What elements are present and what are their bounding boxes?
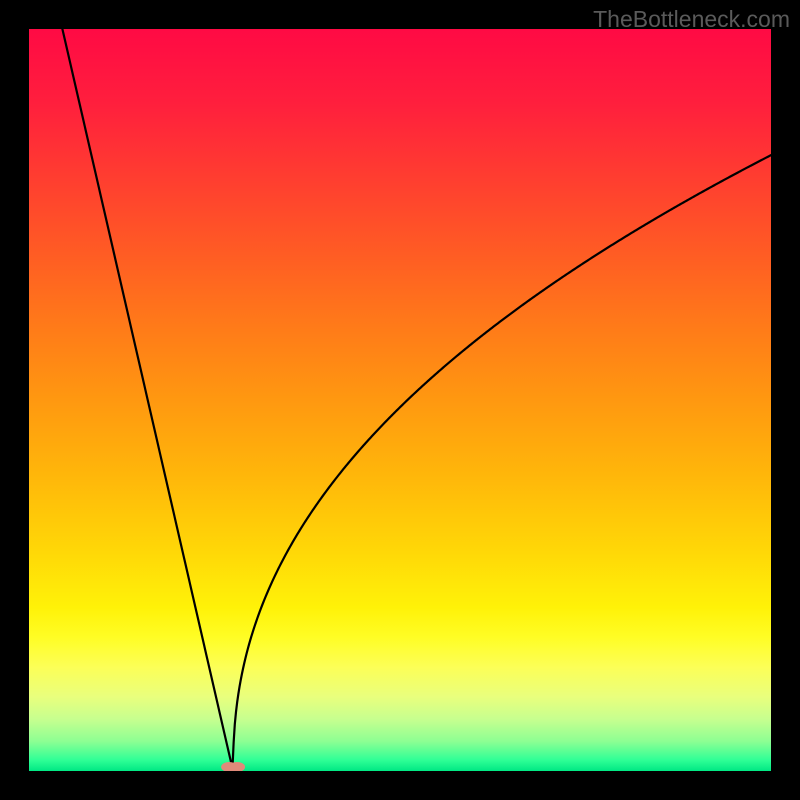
plot-background: [29, 29, 771, 771]
plot-svg: [29, 29, 771, 771]
watermark-label: TheBottleneck.com: [593, 6, 790, 33]
chart-frame: TheBottleneck.com: [0, 0, 800, 800]
bottleneck-curve-plot: [29, 29, 771, 771]
minimum-marker: [221, 762, 245, 771]
